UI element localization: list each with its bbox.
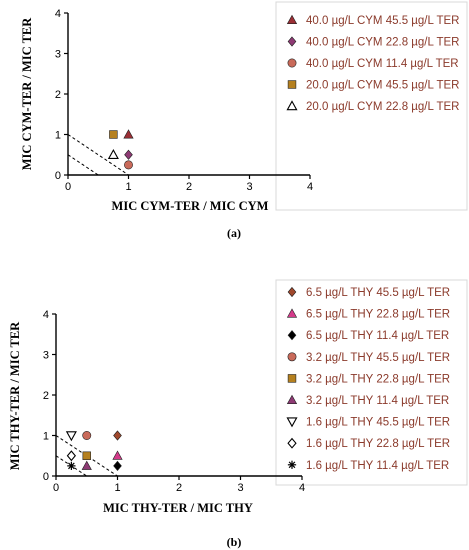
chart-b-x-tick-label: 0: [53, 482, 59, 494]
chart-a-legend-label: 20.0 µg/L CYM 45.5 µg/L TER: [306, 80, 459, 92]
chart-b-legend-marker: [286, 394, 298, 404]
chart-b-xlabel: MIC THY-TER / MIC THY: [103, 501, 253, 515]
chart-a-y-tick-label: 4: [55, 8, 61, 20]
chart-b-x-tick-label: 1: [114, 482, 120, 494]
chart-b-point: [113, 460, 122, 471]
chart-b-point: [65, 431, 77, 442]
chart-b-point: [112, 450, 123, 460]
chart-b-x-tick-label: 2: [176, 482, 182, 494]
chart-a-legend-label: 40.0 µg/L CYM 45.5 µg/L TER: [306, 15, 459, 27]
chart-b-point-stroke: [68, 462, 75, 470]
chart-a-plot-area: 0 1 2 3 4 0 1 2 3 4: [55, 8, 313, 193]
chart-b-y-tick-label: 0: [43, 471, 49, 483]
chart-b-legend-label: 6.5 µg/L THY 22.8 µg/L TER: [306, 309, 450, 321]
chart-b-point: [82, 431, 92, 440]
chart-b-legend-marker: [286, 308, 298, 318]
chart-b-y-tick-label: 2: [43, 390, 49, 402]
chart-b-legend-marker: [287, 286, 297, 298]
chart-a: MIC CYM-TER / MIC TER MIC CYM-TER / MIC …: [20, 1, 468, 240]
chart-a-x-tick-label: 4: [307, 181, 313, 193]
chart-a-y-tick-label: 1: [55, 130, 61, 142]
chart-b-legend-label: 1.6 µg/L THY 11.4 µg/L TER: [306, 460, 449, 472]
chart-b-legend: 6.5 µg/L THY 45.5 µg/L TER 6.5 µg/L THY 2…: [286, 286, 450, 472]
chart-b-y-tick-label: 1: [43, 431, 49, 443]
chart-b-legend-label: 3.2 µg/L THY 22.8 µg/L TER: [306, 373, 450, 385]
chart-a-legend-marker: [287, 36, 297, 47]
chart-b-legend-label: 1.6 µg/L THY 45.5 µg/L TER: [306, 417, 450, 429]
chart-b-point: [81, 460, 92, 470]
chart-a-caption: (a): [227, 226, 241, 240]
chart-b-ylabel: MIC THY-TER / MIC TER: [8, 321, 22, 470]
chart-b: MIC THY-TER / MIC TER MIC THY-TER / MIC …: [8, 279, 468, 549]
chart-b-point: [113, 430, 122, 441]
chart-b-plot-area: 0 1 2 3 4 0 1 2 3 4: [43, 309, 305, 494]
chart-b-legend-marker: [287, 437, 297, 449]
chart-a-legend-label: 40.0 µg/L CYM 22.8 µg/L TER: [306, 37, 459, 49]
chart-b-y-tick-label: 4: [43, 309, 49, 321]
chart-b-legend-marker: [286, 417, 298, 428]
chart-a-point: [123, 129, 134, 139]
chart-a-isobole-line: [67, 154, 99, 176]
chart-a-x-tick-label: 0: [65, 181, 71, 193]
chart-b-isobole-line: [55, 435, 118, 477]
chart-b-legend-label: 3.2 µg/L THY 45.5 µg/L TER: [306, 352, 450, 364]
chart-b-legend-label: 1.6 µg/L THY 22.8 µg/L TER: [306, 438, 450, 450]
chart-a-point: [124, 149, 133, 160]
chart-a-legend-label: 20.0 µg/L CYM 22.8 µg/L TER: [306, 101, 459, 113]
chart-a-y-tick-label: 3: [55, 49, 61, 61]
legend-b-frame: [275, 279, 468, 486]
chart-b-point: [66, 450, 77, 462]
chart-b-point: [67, 461, 76, 471]
chart-b-legend-label: 3.2 µg/L THY 11.4 µg/L TER: [306, 395, 449, 407]
chart-b-x-tick-label: 3: [237, 482, 243, 494]
chart-b-caption: (b): [227, 535, 242, 549]
chart-a-legend-marker: [286, 14, 298, 24]
chart-a-isobole-line: [67, 134, 129, 176]
chart-b-legend-marker: [287, 374, 297, 383]
chart-b-legend-label: 6.5 µg/L THY 11.4 µg/L TER: [306, 330, 449, 342]
chart-b-legend-marker: [287, 352, 297, 362]
chart-b-legend-marker: [287, 460, 297, 469]
chart-b-y-tick-label: 3: [43, 350, 49, 362]
chart-b-legend-label: 6.5 µg/L THY 45.5 µg/L TER: [306, 287, 450, 299]
chart-a-x-tick-label: 1: [125, 181, 131, 193]
chart-a-legend-label: 40.0 µg/L CYM 11.4 µg/L TER: [306, 58, 459, 70]
chart-b-point: [82, 451, 91, 460]
chart-a-legend-marker: [287, 58, 297, 68]
chart-a-x-tick-label: 2: [186, 181, 192, 193]
chart-a-point: [124, 160, 133, 170]
chart-a-y-tick-label: 0: [55, 170, 61, 182]
chart-a-y-tick-label: 2: [55, 89, 61, 101]
chart-a-x-tick-label: 3: [246, 181, 252, 193]
chart-b-x-tick-label: 4: [299, 482, 305, 494]
chart-a-xlabel: MIC CYM-TER / MIC CYM: [112, 199, 269, 213]
legend-a-frame: [275, 1, 468, 211]
chart-a-legend: 40.0 µg/L CYM 45.5 µg/L TER 40.0 µg/L CYM…: [286, 14, 459, 113]
chart-b-legend-marker: [287, 330, 297, 341]
chart-a-ylabel: MIC CYM-TER / MIC TER: [20, 17, 34, 171]
chart-a-point: [107, 149, 119, 159]
chart-b-legend-marker-stroke: [288, 461, 296, 469]
chart-a-point: [109, 130, 118, 139]
chart-a-legend-marker: [286, 100, 298, 111]
chart-a-legend-marker: [287, 80, 297, 89]
